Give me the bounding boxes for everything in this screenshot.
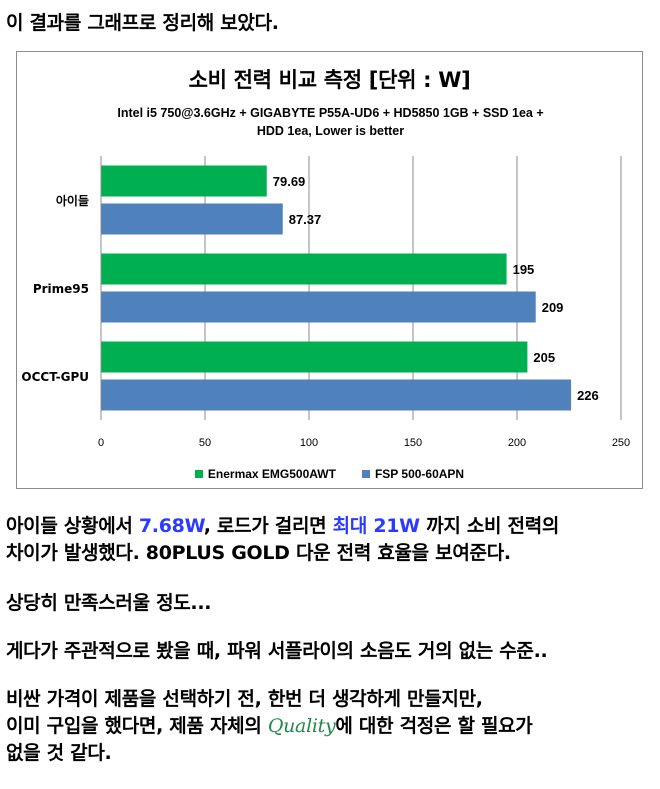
x-tick-label: 200 (508, 437, 526, 449)
legend-swatch-fsp (361, 470, 370, 478)
p4-text-b: 에 대한 걱정은 할 필요가 (335, 715, 533, 737)
paragraph-4-line-2: 이미 구입을 했다면, 제품 자체의 Quality에 대한 걱정은 할 필요가 (6, 713, 533, 740)
paragraph-4-line-1: 비싼 가격이 제품을 선택하기 전, 한번 더 생각하게 만들지만, (6, 688, 483, 710)
p4-quality-word: Quality (267, 715, 336, 737)
p1-max-diff: 21W (367, 515, 420, 537)
category-label: Prime95 (33, 282, 89, 296)
x-tick-label: 0 (98, 437, 104, 449)
paragraph-4-line-3: 없을 것 같다. (6, 742, 112, 764)
bar (101, 253, 507, 285)
intro-text: 이 결과를 그래프로 정리해 보았다. (6, 12, 279, 34)
legend-item-enermax: Enermax EMG500AWT (194, 467, 336, 481)
chart-subtitle: Intel i5 750@3.6GHz + GIGABYTE P55A-UD6 … (77, 104, 584, 140)
p1-text-c: , 로드가 걸리면 (203, 515, 333, 537)
data-label: 209 (542, 300, 564, 315)
chart-title: 소비 전력 비교 측정 [단위 : W] (188, 68, 471, 92)
legend-label-enermax: Enermax EMG500AWT (207, 467, 336, 481)
paragraph-2: 상당히 만족스러울 정도... (6, 592, 212, 614)
category-label: 아이들 (56, 193, 89, 208)
paragraph-1-line-2: 차이가 발생했다. 80PLUS GOLD 다운 전력 효율을 보여준다. (6, 542, 511, 564)
x-tick-label: 100 (300, 437, 318, 449)
bar (101, 203, 283, 235)
category-label: OCCT-GPU (21, 370, 89, 384)
paragraph-3: 게다가 주관적으로 봤을 때, 파워 서플라이의 소음도 거의 없는 수준.. (6, 640, 548, 662)
bar-plot: 0 50 100 150 200 250 79.69 87.37 아이들 195 209 Prime9… (21, 156, 630, 449)
p4-text-a: 이미 구입을 했다면, 제품 자체의 (6, 715, 268, 737)
x-tick-label: 250 (612, 437, 630, 449)
paragraph-1: 아이들 상황에서 7.68W, 로드가 걸리면 최대 21W 까지 소비 전력의… (6, 513, 559, 567)
x-tick-label: 50 (199, 437, 211, 449)
data-label: 87.37 (289, 212, 322, 227)
data-label: 205 (533, 350, 555, 365)
data-label: 79.69 (273, 174, 306, 189)
legend-label-fsp: FSP 500-60APN (374, 467, 465, 481)
bar (101, 379, 572, 411)
chart-frame: 소비 전력 비교 측정 [단위 : W] Intel i5 750@3.6GHz… (16, 51, 643, 489)
p1-text-a: 아이들 상황에서 (6, 515, 139, 537)
chart-legend: Enermax EMG500AWT FSP 500-60APN (17, 467, 642, 481)
p1-idle-diff: 7.68W (138, 515, 204, 537)
paragraph-4: 비싼 가격이 제품을 선택하기 전, 한번 더 생각하게 만들지만, 이미 구입… (6, 686, 533, 767)
legend-item-fsp: FSP 500-60APN (361, 467, 465, 481)
chart-subtitle-line-1: Intel i5 750@3.6GHz + GIGABYTE P55A-UD6 … (117, 106, 544, 120)
p1-text-f: 까지 소비 전력의 (419, 515, 560, 537)
x-tick-label: 150 (404, 437, 422, 449)
data-label: 226 (577, 388, 599, 403)
bar (101, 291, 536, 323)
bar (101, 341, 528, 373)
data-label: 195 (513, 262, 535, 277)
bar (101, 165, 267, 197)
p1-max-word: 최대 (332, 515, 368, 537)
paragraph-1-line-1: 아이들 상황에서 7.68W, 로드가 걸리면 최대 21W 까지 소비 전력의 (6, 513, 559, 540)
chart-subtitle-line-2: HDD 1ea, Lower is better (256, 124, 405, 138)
legend-swatch-enermax (194, 470, 203, 478)
